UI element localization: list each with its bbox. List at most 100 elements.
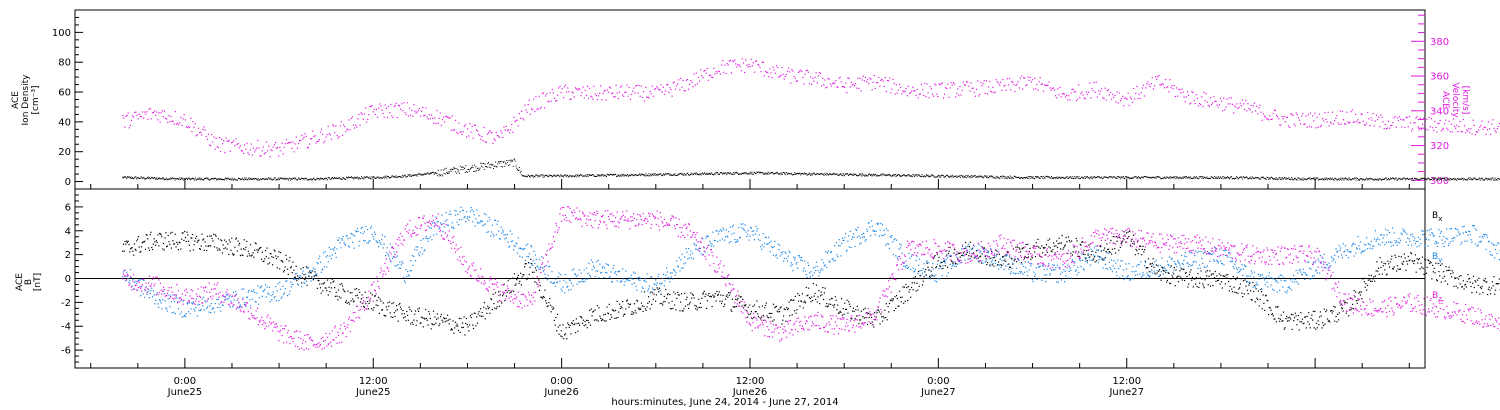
density-point: [762, 173, 764, 175]
velocity-point: [1309, 112, 1312, 114]
density-point: [957, 176, 959, 178]
b-point: [644, 308, 646, 310]
b-point: [126, 240, 128, 242]
density-point: [783, 172, 785, 173]
density-point: [230, 179, 232, 181]
velocity-point: [1394, 115, 1396, 117]
density-point: [1227, 177, 1229, 179]
b-point: [301, 277, 303, 279]
b-point: [356, 294, 358, 296]
b-point: [459, 331, 461, 333]
density-point: [1192, 177, 1194, 179]
density-point: [332, 178, 334, 180]
density-point: [188, 177, 190, 179]
density-point: [255, 178, 257, 180]
density-point: [504, 165, 506, 167]
density-point: [478, 169, 480, 171]
density-point: [538, 175, 540, 177]
b-point: [1377, 270, 1379, 272]
density-point: [872, 174, 874, 176]
b-point: [1257, 298, 1259, 301]
density-point: [416, 175, 418, 177]
velocity-point: [1224, 109, 1226, 111]
density-point: [1498, 178, 1500, 180]
density-point: [1344, 177, 1346, 179]
velocity-point: [1220, 100, 1223, 102]
b-point: [901, 296, 903, 298]
density-point: [206, 177, 208, 179]
density-point: [1198, 176, 1200, 178]
b-point: [440, 316, 442, 318]
density-point: [240, 178, 242, 180]
density-point: [792, 174, 794, 176]
density-point: [1250, 177, 1252, 179]
velocity-point: [1173, 85, 1175, 87]
b-point: [1115, 236, 1117, 238]
velocity-point: [562, 97, 564, 99]
velocity-point: [967, 81, 969, 83]
b-point: [1257, 290, 1259, 292]
velocity-point: [626, 84, 628, 86]
density-point: [1286, 177, 1288, 179]
velocity-point: [1331, 111, 1334, 113]
b-point: [1318, 324, 1320, 326]
b-point: [123, 250, 125, 252]
b-point: [146, 234, 148, 236]
velocity-point: [1005, 89, 1007, 91]
velocity-point: [1135, 92, 1137, 94]
density-point: [488, 166, 490, 168]
b-point: [451, 328, 453, 330]
velocity-point: [1145, 87, 1147, 89]
b-point: [639, 307, 641, 309]
b-point: [1315, 322, 1318, 324]
density-point: [170, 177, 172, 179]
velocity-point: [891, 88, 893, 90]
b-point: [1338, 312, 1340, 314]
b-point: [1122, 240, 1124, 242]
density-point: [231, 177, 233, 179]
velocity-point: [312, 130, 314, 132]
b-point: [530, 258, 532, 260]
b-point: [440, 313, 442, 316]
density-point: [671, 175, 673, 176]
velocity-point: [492, 142, 494, 144]
density-point: [346, 176, 347, 178]
density-point: [1084, 177, 1086, 179]
velocity-point: [412, 115, 414, 117]
velocity-point: [1468, 128, 1470, 130]
velocity-point: [1106, 89, 1108, 92]
density-point: [1213, 178, 1215, 179]
velocity-point: [192, 121, 194, 123]
velocity-point: [215, 137, 217, 139]
b-point: [586, 319, 588, 321]
density-point: [478, 169, 480, 171]
velocity-point: [419, 115, 422, 117]
b-point: [1217, 280, 1219, 282]
density-point: [1397, 179, 1399, 181]
density-point: [805, 173, 807, 175]
velocity-point: [1010, 89, 1012, 91]
density-point: [1149, 177, 1151, 179]
density-point: [752, 173, 754, 175]
b-point: [145, 234, 147, 236]
b-point: [221, 252, 223, 254]
b-point: [1100, 246, 1102, 248]
velocity-point: [1453, 125, 1456, 127]
density-point: [224, 178, 226, 180]
density-point: [743, 173, 744, 175]
velocity-point: [764, 70, 767, 72]
density-point: [1307, 177, 1309, 179]
b-point: [144, 248, 147, 250]
b-point: [748, 314, 750, 316]
density-point: [778, 173, 780, 175]
b-point: [535, 269, 537, 271]
b-point: [1006, 251, 1008, 253]
density-point: [1211, 176, 1213, 178]
density-point: [974, 175, 976, 177]
density-point: [528, 175, 530, 176]
velocity-point: [1485, 133, 1487, 135]
b-point: [176, 241, 178, 243]
b-point: [185, 240, 187, 243]
density-point: [1148, 177, 1150, 179]
b-point: [300, 268, 302, 270]
